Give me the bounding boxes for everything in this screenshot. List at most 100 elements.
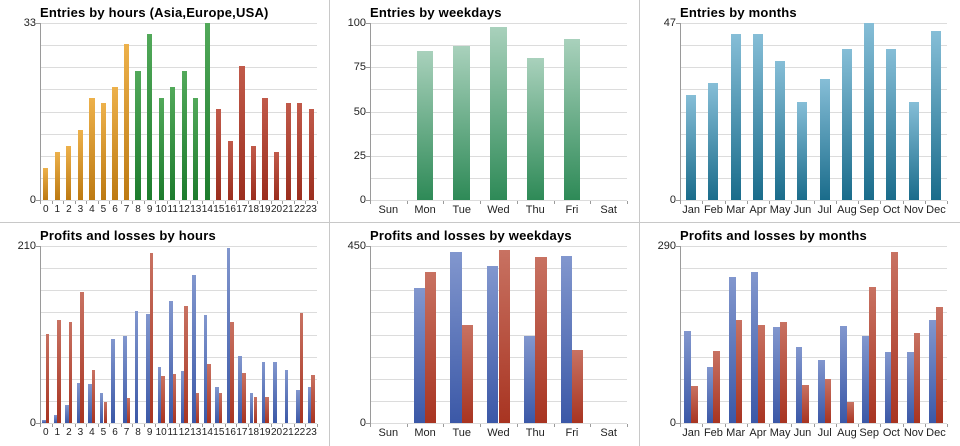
y-tick [366, 156, 370, 157]
x-axis-label: Thu [525, 427, 545, 439]
y-tick [676, 423, 680, 424]
y-tick [366, 23, 370, 24]
bar-entries-by-months-entries-Jun [797, 102, 808, 200]
bar-entries-by-hours-entries-3 [77, 130, 83, 200]
bar-profits-losses-by-weekdays-profits-Fri [560, 256, 572, 423]
bar-profits-losses-by-hours-profits-12 [180, 371, 185, 423]
bar-entries-by-hours-entries-14 [204, 23, 210, 200]
x-axis-label: 13 [190, 427, 202, 438]
y-axis-label: 450 [347, 240, 366, 252]
gridline [680, 112, 947, 113]
x-axis-label: Dec [926, 204, 946, 216]
x-tick [121, 424, 122, 427]
y-axis-line [40, 246, 41, 424]
x-tick [407, 201, 408, 204]
x-tick [179, 201, 180, 204]
bar-profits-losses-by-hours-profits-19 [261, 362, 266, 423]
bar-profits-losses-by-hours-losses-10 [161, 376, 165, 423]
bar-profits-losses-by-hours-profits-0 [42, 420, 46, 423]
bar-entries-by-months-entries-Feb [708, 83, 719, 200]
x-axis-label: 18 [247, 427, 260, 438]
x-tick [769, 201, 770, 204]
x-tick [747, 424, 748, 427]
x-axis-label: Aug [837, 204, 857, 216]
bar-profits-losses-by-hours-losses-23 [311, 375, 315, 423]
gridline [40, 134, 317, 135]
bar-profits-losses-by-months-losses-Jun [802, 385, 810, 423]
x-tick [213, 201, 214, 204]
x-tick [40, 201, 41, 204]
x-tick [680, 201, 681, 204]
gridline [680, 268, 947, 269]
x-tick [121, 201, 122, 204]
bar-profits-losses-by-months-profits-May [773, 327, 781, 423]
gridline [370, 23, 627, 24]
x-tick [236, 201, 237, 204]
y-axis-label: 75 [353, 61, 366, 73]
bar-profits-losses-by-months-profits-Feb [706, 367, 714, 423]
x-axis-label: 17 [236, 204, 248, 215]
chart-panel-entries-by-months: Entries by months 47 0 Jan Feb Mar Apr May Jun J… [640, 0, 960, 223]
x-tick [40, 424, 41, 427]
x-tick [63, 201, 64, 204]
x-axis-label: 7 [123, 427, 130, 438]
y-axis-label: 210 [17, 240, 36, 252]
x-tick [791, 424, 792, 427]
x-tick [190, 201, 191, 204]
bar-profits-losses-by-hours-losses-18 [253, 397, 258, 423]
x-tick [248, 201, 249, 204]
chart-plot-profits-losses-by-months [680, 246, 947, 424]
x-axis-label: 10 [155, 427, 167, 438]
bar-profits-losses-by-hours-profits-21 [284, 370, 289, 423]
x-axis-label: 10 [155, 204, 167, 215]
bar-entries-by-weekdays-entries-Thu [526, 58, 544, 200]
y-axis-line [680, 23, 681, 201]
x-axis-label: Tue [452, 204, 471, 216]
x-tick [202, 201, 203, 204]
x-axis-label: 7 [123, 204, 130, 215]
y-axis-label: 290 [657, 240, 676, 252]
x-tick [98, 424, 99, 427]
x-tick [52, 424, 53, 427]
x-axis-label: 8 [135, 427, 141, 438]
x-tick [294, 201, 295, 204]
x-tick [317, 201, 318, 204]
y-tick [676, 23, 680, 24]
x-tick [702, 201, 703, 204]
x-tick [75, 424, 76, 427]
bar-profits-losses-by-hours-profits-3 [76, 383, 81, 423]
bar-profits-losses-by-months-profits-Oct [884, 352, 892, 423]
x-axis-label: Jan [682, 204, 701, 216]
x-tick [271, 424, 272, 427]
x-axis-label: 22 [294, 204, 306, 215]
x-axis-label: May [769, 427, 791, 439]
x-axis-label: 5 [100, 204, 107, 215]
x-axis-label: Wed [487, 427, 510, 439]
x-tick [858, 201, 859, 204]
y-tick [366, 67, 370, 68]
bar-profits-losses-by-hours-losses-2 [68, 322, 73, 423]
x-tick [86, 424, 87, 427]
x-axis-label: 12 [178, 204, 190, 215]
bar-entries-by-hours-entries-8 [135, 71, 141, 200]
gridline [40, 200, 317, 201]
bar-profits-losses-by-hours-losses-11 [172, 374, 177, 423]
x-tick [167, 424, 168, 427]
x-axis-label: 1 [54, 204, 61, 215]
x-axis-label: Jan [682, 427, 701, 439]
x-tick [282, 424, 283, 427]
y-tick [676, 200, 680, 201]
x-axis-label: 14 [201, 427, 213, 438]
x-tick [590, 424, 591, 427]
x-tick [259, 424, 260, 427]
bar-entries-by-months-entries-Jul [819, 79, 830, 200]
x-tick [858, 424, 859, 427]
gridline [40, 246, 317, 247]
bar-profits-losses-by-hours-profits-8 [134, 311, 139, 423]
bar-profits-losses-by-months-losses-Nov [913, 333, 921, 423]
bar-profits-losses-by-hours-losses-13 [195, 393, 200, 423]
bar-profits-losses-by-hours-profits-13 [192, 275, 196, 423]
y-axis-label: 0 [359, 194, 366, 206]
x-tick [370, 424, 371, 427]
